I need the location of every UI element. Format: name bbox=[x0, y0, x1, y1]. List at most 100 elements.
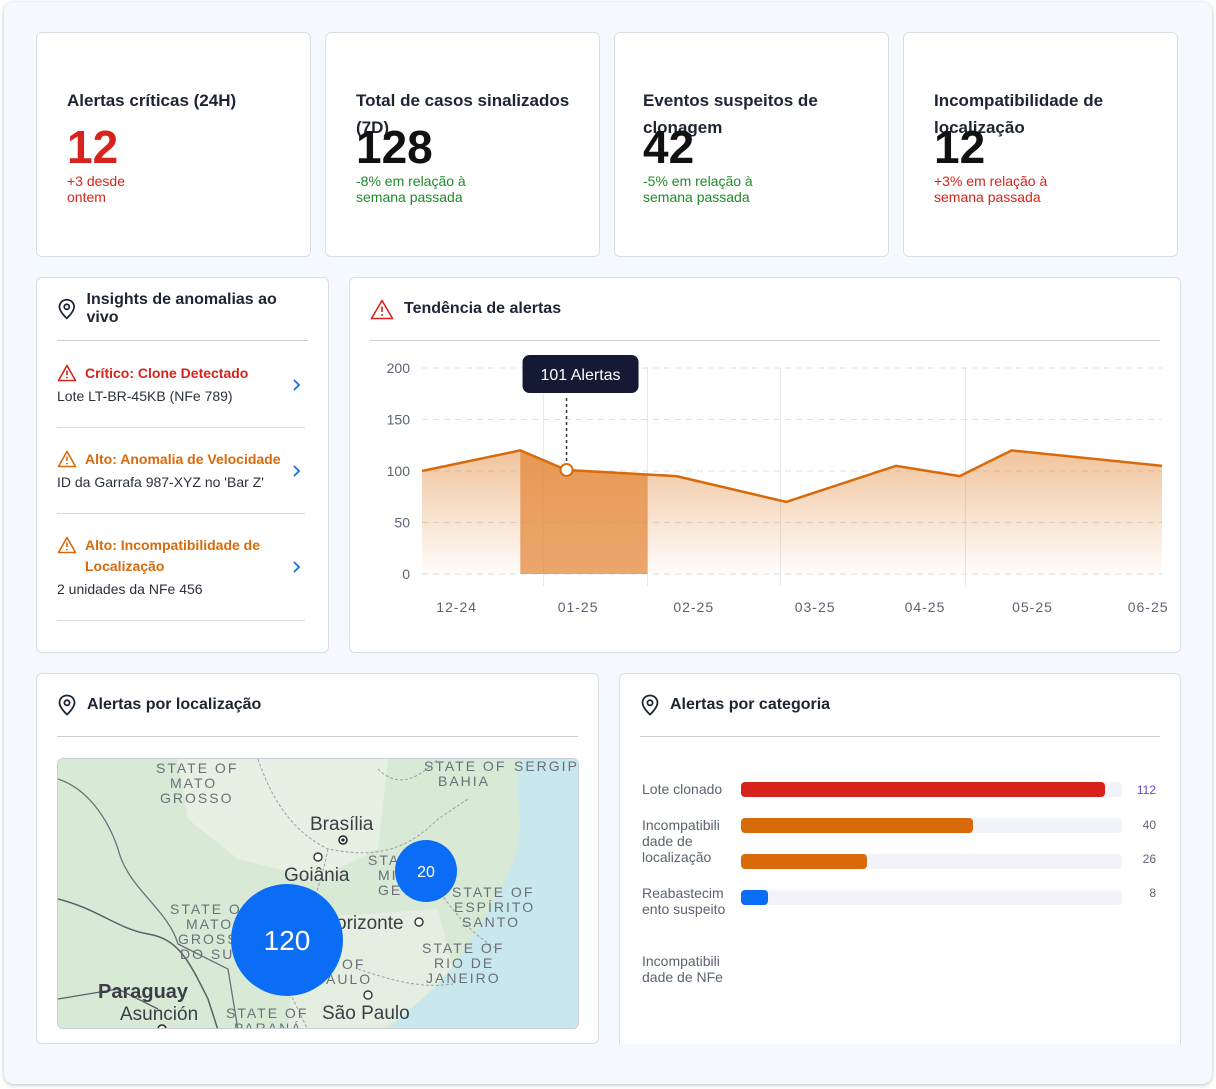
map-label-espirito-santo: SANTO bbox=[462, 914, 520, 930]
map-cluster-label: 120 bbox=[264, 925, 311, 956]
y-tick-label: 50 bbox=[394, 515, 410, 531]
map-cluster-120 bbox=[231, 884, 343, 996]
map-cluster-20 bbox=[395, 840, 457, 902]
map-label-sp: OF bbox=[342, 956, 365, 972]
insight-item-location[interactable]: Alto: Incompatibilidade de Localização 2… bbox=[57, 535, 305, 621]
kpi-card-location-mismatch: Incompatibilidade de localização 12 +3% … bbox=[903, 32, 1178, 257]
trend-point-selected bbox=[559, 462, 574, 477]
dashboard-frame: Alertas críticas (24H) 12 +3 desde ontem… bbox=[4, 2, 1212, 1084]
map-label-mato-grosso: GROSSO bbox=[160, 790, 233, 806]
kpi-delta-line: -8% em relação à bbox=[356, 173, 466, 189]
map-label-minas: MI bbox=[378, 867, 398, 883]
x-tick-label: 02-25 bbox=[673, 599, 714, 615]
map-label-sp: AULO bbox=[326, 971, 372, 987]
kpi-card-critical-alerts: Alertas críticas (24H) 12 +3 desde ontem bbox=[36, 32, 311, 257]
map-label-rio: RIO DE bbox=[434, 955, 494, 971]
map-city-goiania: Goiânia bbox=[284, 865, 350, 886]
kpi-delta: -8% em relação à semana passada bbox=[356, 173, 599, 205]
category-header: Alertas por categoria bbox=[640, 674, 1160, 737]
kpi-card-flagged-cases: Total de casos sinalizados (7D) 128 -8% … bbox=[325, 32, 600, 257]
x-tick-label: 05-25 bbox=[1012, 599, 1053, 615]
insight-item-clone[interactable]: Crítico: Clone Detectado Lote LT-BR-45KB… bbox=[57, 363, 305, 428]
y-tick-label: 150 bbox=[387, 412, 411, 428]
map-country-paraguay: Paraguay bbox=[98, 981, 189, 1003]
kpi-value: 128 bbox=[356, 121, 433, 173]
map-label-bahia: BAHIA bbox=[438, 773, 490, 789]
map-label-sergipe: SERGIPE bbox=[514, 759, 579, 774]
location-pin-icon bbox=[58, 694, 76, 716]
map-label-espirito-santo: ESPÍRITO bbox=[454, 899, 535, 915]
map-canvas[interactable]: STATE OF MATO GROSSO STATE OF BAHIA SERG… bbox=[58, 759, 579, 1029]
chevron-right-icon[interactable] bbox=[291, 378, 301, 392]
trend-title: Tendência de alertas bbox=[404, 300, 562, 317]
category-bar-track[interactable] bbox=[741, 782, 1122, 797]
x-tick-label: 06-25 bbox=[1128, 599, 1169, 615]
category-bar-value: 40 bbox=[1142, 818, 1156, 832]
kpi-value: 12 bbox=[934, 121, 986, 173]
warning-triangle-icon bbox=[57, 364, 77, 382]
category-panel: Alertas por categoria Lote clonado 112 I… bbox=[619, 673, 1181, 1044]
map-city-sao-paulo: São Paulo bbox=[322, 1003, 410, 1024]
alerts-map[interactable]: STATE OF MATO GROSSO STATE OF BAHIA SERG… bbox=[57, 758, 579, 1029]
kpi-delta-line: semana passada bbox=[356, 189, 463, 205]
insight-subtitle: Lote LT-BR-45KB (NFe 789) bbox=[57, 388, 233, 404]
insight-item-velocity[interactable]: Alto: Anomalia de Velocidade ID da Garra… bbox=[57, 449, 305, 514]
chevron-right-icon[interactable] bbox=[291, 560, 301, 574]
category-bar-value: 8 bbox=[1149, 886, 1156, 900]
category-bar-suspicious-refill[interactable] bbox=[741, 890, 769, 905]
kpi-delta: +3 desde ontem bbox=[67, 173, 310, 205]
map-label-mato-grosso: MATO bbox=[170, 775, 217, 791]
x-tick-label: 04-25 bbox=[905, 599, 946, 615]
map-label-espirito-santo: STATE OF bbox=[452, 884, 534, 900]
kpi-title: Eventos suspeitos de clonagem bbox=[643, 91, 818, 137]
category-bar-location-mismatch[interactable] bbox=[741, 818, 974, 833]
warning-triangle-icon bbox=[370, 299, 394, 319]
kpi-delta-line: +3 desde bbox=[67, 173, 125, 189]
kpi-card-cloning-events: Eventos suspeitos de clonagem 42 -5% em … bbox=[614, 32, 889, 257]
map-city-brasilia: Brasília bbox=[310, 814, 374, 835]
kpi-delta-line: semana passada bbox=[934, 189, 1041, 205]
map-label-ms: MATO bbox=[186, 916, 233, 932]
category-label: Lote clonado bbox=[642, 781, 723, 797]
map-label-minas: STA bbox=[368, 852, 400, 868]
kpi-title: Total de casos sinalizados (7D) bbox=[356, 91, 570, 137]
chevron-right-icon[interactable] bbox=[291, 464, 301, 478]
category-label: Incompatibili dade de localização bbox=[642, 817, 720, 865]
map-label-rio: JANEIRO bbox=[426, 970, 501, 986]
kpi-title: Alertas críticas (24H) bbox=[67, 91, 237, 110]
x-tick-label: 03-25 bbox=[795, 599, 836, 615]
insight-subtitle: ID da Garrafa 987-XYZ no 'Bar Z' bbox=[57, 474, 264, 490]
category-bar-value: 112 bbox=[1136, 783, 1156, 797]
map-label-ms: DO SU bbox=[180, 946, 234, 962]
category-bar-track[interactable] bbox=[741, 854, 1122, 869]
tooltip-text: 101 Alertas bbox=[541, 367, 621, 384]
insight-title: Alto: Anomalia de Velocidade bbox=[85, 451, 281, 467]
category-label: Incompatibili dade de NFe bbox=[642, 953, 723, 985]
map-label-mato-grosso: STATE OF bbox=[156, 760, 238, 776]
kpi-delta-line: +3% em relação à bbox=[934, 173, 1048, 189]
trend-line bbox=[421, 449, 1163, 504]
x-tick-label: 12-24 bbox=[436, 599, 477, 615]
insight-subtitle: 2 unidades da NFe 456 bbox=[57, 581, 203, 597]
category-title: Alertas por categoria bbox=[670, 696, 831, 713]
location-pin-icon bbox=[641, 694, 659, 716]
category-bar-value: 26 bbox=[1142, 852, 1156, 866]
y-tick-label: 0 bbox=[402, 566, 410, 582]
insight-title: Crítico: Clone Detectado bbox=[85, 365, 249, 381]
category-bar-track[interactable] bbox=[741, 818, 1122, 833]
map-city-belo-horizonte: orizonte bbox=[336, 913, 404, 934]
map-label-parana: PARANÁ bbox=[234, 1020, 303, 1029]
insights-header: Insights de anomalias ao vivo bbox=[57, 278, 308, 341]
map-cluster-label: 20 bbox=[417, 864, 435, 881]
y-tick-label: 100 bbox=[387, 463, 411, 479]
insights-panel: Insights de anomalias ao vivo Crítico: C… bbox=[36, 277, 329, 653]
trend-highlight-band bbox=[520, 450, 648, 574]
category-label: Reabastecim ento suspeito bbox=[642, 885, 726, 917]
category-bar-location-mismatch-2[interactable] bbox=[741, 854, 867, 869]
kpi-delta-line: ontem bbox=[67, 189, 106, 205]
location-panel: Alertas por localização STATE bbox=[36, 673, 599, 1044]
location-header: Alertas por localização bbox=[57, 674, 578, 737]
category-bar-cloned[interactable] bbox=[741, 782, 1105, 797]
map-label-bahia: STATE OF bbox=[424, 759, 506, 774]
category-bar-track[interactable] bbox=[741, 890, 1122, 905]
